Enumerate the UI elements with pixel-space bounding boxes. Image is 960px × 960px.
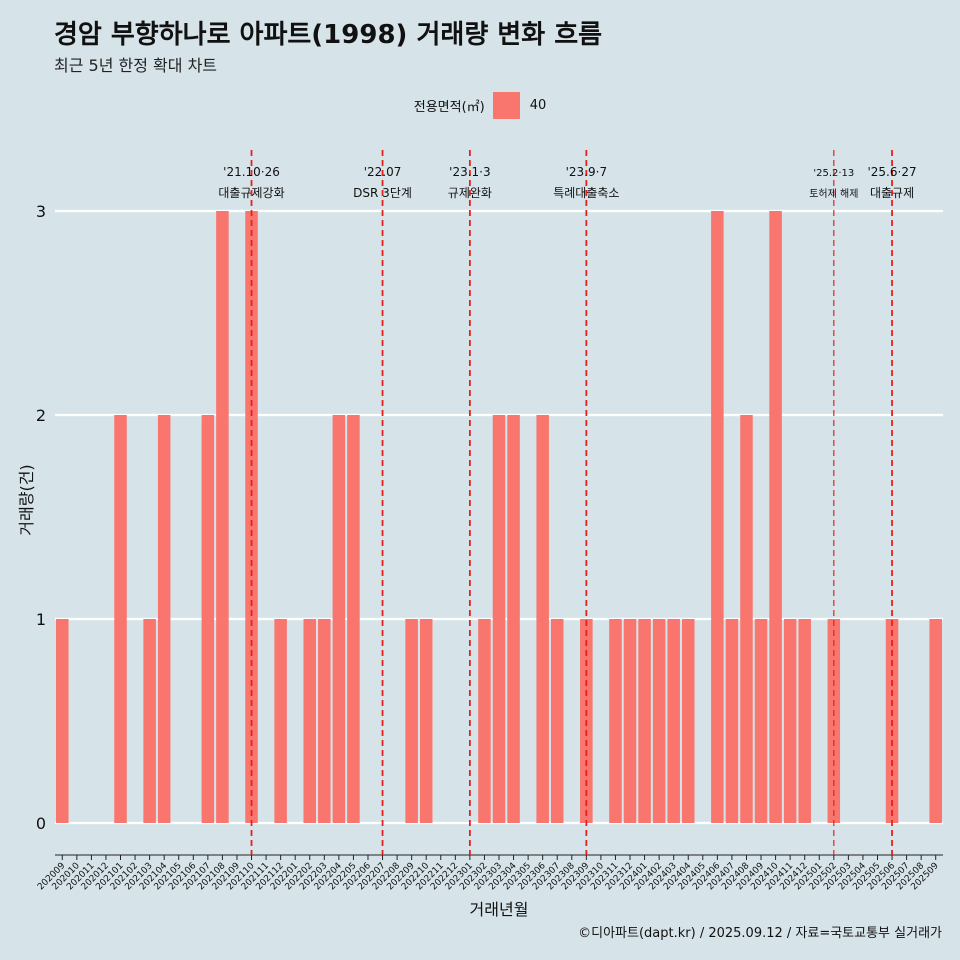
legend: 전용면적(㎡) 40 [0, 92, 960, 119]
chart-title: 경암 부향하나로 아파트(1998) 거래량 변화 흐름 [54, 20, 603, 50]
bar [332, 415, 346, 823]
event-name-label: 대출규제 [870, 186, 914, 200]
bar [405, 619, 418, 823]
bar [740, 415, 753, 823]
x-axis-title: 거래년월 [470, 900, 529, 919]
bar [536, 415, 549, 823]
bar [681, 619, 695, 823]
y-tick-label: 2 [36, 406, 46, 425]
bar [114, 415, 127, 823]
bar [56, 619, 69, 823]
source-caption: ©디아파트(dapt.kr) / 2025.09.12 / 자료=국토교통부 실… [578, 926, 942, 941]
bar [347, 415, 360, 823]
event-date-label: '23.1·3 [449, 165, 490, 179]
bar [492, 415, 506, 823]
event-name-label: 특례대출축소 [553, 186, 619, 200]
bar [478, 619, 491, 823]
legend-swatch [492, 92, 520, 119]
event-date-label: '21.10·26 [223, 165, 280, 179]
bar [638, 619, 651, 823]
bar [157, 415, 171, 823]
bar [609, 619, 622, 823]
bar [201, 415, 215, 823]
bar [652, 619, 666, 823]
event-name-label: 토허제 해제 [809, 187, 858, 200]
event-name-label: 규제완화 [448, 186, 492, 200]
bar [274, 619, 287, 823]
bar [798, 619, 811, 823]
legend-title: 전용면적(㎡) [413, 100, 485, 115]
bar [769, 211, 782, 823]
bar [318, 619, 331, 823]
event-name-label: DSR 3단계 [353, 186, 412, 200]
bar [245, 211, 258, 823]
event-date-label: '23.9·7 [566, 165, 607, 179]
bar [711, 211, 724, 823]
bar [507, 415, 520, 823]
bar [303, 619, 317, 823]
y-tick-label: 0 [36, 814, 46, 833]
bar [754, 619, 768, 823]
y-tick-label: 3 [36, 202, 46, 221]
legend-item-label: 40 [529, 98, 547, 113]
event-date-label: '25.2·13 [813, 168, 854, 179]
chart-subtitle: 최근 5년 한정 확대 차트 [54, 56, 218, 75]
bar [667, 619, 680, 823]
y-tick-label: 1 [36, 610, 46, 629]
bar [550, 619, 564, 823]
event-date-label: '22.07 [364, 165, 402, 179]
bar [929, 619, 942, 823]
bar [216, 211, 229, 823]
bar [419, 619, 433, 823]
bar [783, 619, 797, 823]
bar [725, 619, 739, 823]
bar [143, 619, 156, 823]
bar [623, 619, 637, 823]
event-date-label: '25.6·27 [867, 165, 916, 179]
y-axis-title: 거래량(건) [17, 464, 36, 535]
event-name-label: 대출규제강화 [218, 186, 284, 200]
